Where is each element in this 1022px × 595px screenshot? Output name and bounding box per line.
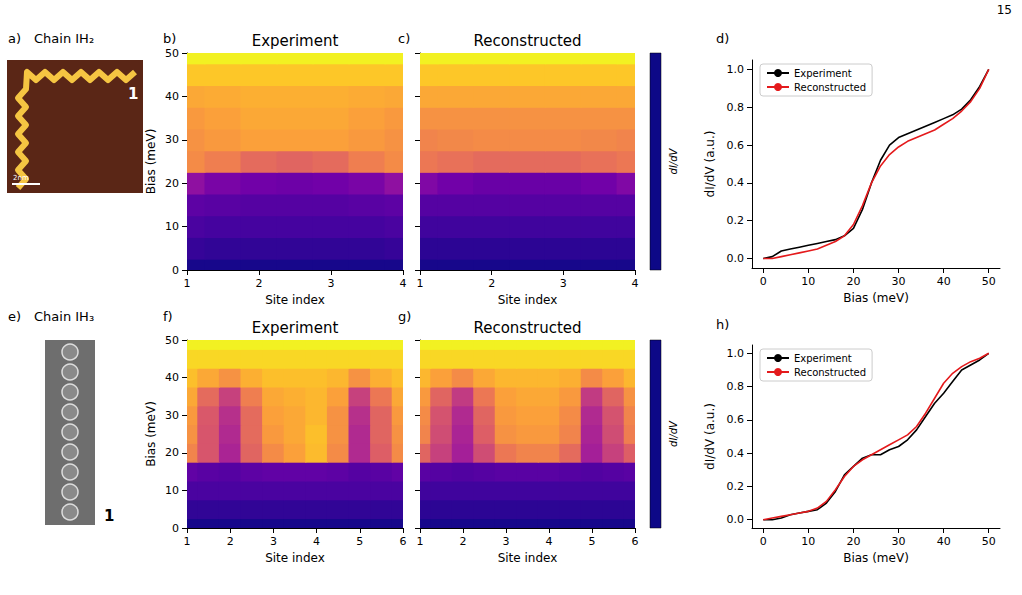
svg-text:5: 5 <box>589 535 596 548</box>
svg-text:2nm: 2nm <box>13 174 29 182</box>
svg-text:50: 50 <box>982 275 996 288</box>
svg-text:30: 30 <box>165 133 179 146</box>
svg-text:0: 0 <box>760 535 767 548</box>
svg-text:10: 10 <box>801 275 815 288</box>
svg-text:3: 3 <box>328 277 335 290</box>
svg-text:dI/dV (a.u.): dI/dV (a.u.) <box>703 131 717 198</box>
svg-text:40: 40 <box>165 371 179 384</box>
svg-text:Bias (meV): Bias (meV) <box>843 551 909 565</box>
svg-text:1.0: 1.0 <box>727 63 745 76</box>
svg-text:dI/dV: dI/dV <box>668 420 679 447</box>
svg-text:10: 10 <box>165 220 179 233</box>
svg-text:5: 5 <box>356 535 363 548</box>
svg-text:4: 4 <box>313 535 320 548</box>
svg-text:0: 0 <box>172 522 179 535</box>
svg-text:0: 0 <box>172 264 179 277</box>
svg-text:Reconstructed: Reconstructed <box>473 32 581 50</box>
svg-text:dI/dV: dI/dV <box>668 147 679 174</box>
svg-text:15: 15 <box>997 3 1012 17</box>
svg-text:Bias (meV): Bias (meV) <box>144 129 158 195</box>
svg-text:1: 1 <box>184 277 191 290</box>
svg-text:Experiment: Experiment <box>794 353 852 364</box>
svg-text:30: 30 <box>892 275 906 288</box>
svg-text:Chain IH₃: Chain IH₃ <box>34 309 94 324</box>
svg-text:0.4: 0.4 <box>727 447 745 460</box>
svg-text:0: 0 <box>760 275 767 288</box>
svg-text:4: 4 <box>632 277 639 290</box>
svg-text:50: 50 <box>165 47 179 60</box>
svg-text:40: 40 <box>165 90 179 103</box>
svg-text:1: 1 <box>417 535 424 548</box>
svg-text:Reconstructed: Reconstructed <box>794 367 866 378</box>
svg-text:20: 20 <box>846 275 860 288</box>
svg-text:0.0: 0.0 <box>727 252 745 265</box>
svg-text:1: 1 <box>184 535 191 548</box>
svg-text:Experiment: Experiment <box>794 68 852 79</box>
svg-text:Reconstructed: Reconstructed <box>473 319 581 337</box>
svg-text:Bias (meV): Bias (meV) <box>144 401 158 467</box>
svg-text:3: 3 <box>503 535 510 548</box>
svg-text:10: 10 <box>801 535 815 548</box>
svg-text:b): b) <box>163 31 176 46</box>
svg-text:d): d) <box>716 31 729 46</box>
svg-text:0.8: 0.8 <box>727 380 745 393</box>
svg-text:20: 20 <box>846 535 860 548</box>
svg-text:0.8: 0.8 <box>727 101 745 114</box>
svg-text:1: 1 <box>417 277 424 290</box>
svg-text:h): h) <box>716 317 729 332</box>
svg-text:Site index: Site index <box>498 293 558 307</box>
svg-text:3: 3 <box>560 277 567 290</box>
svg-text:e): e) <box>8 309 21 324</box>
svg-text:30: 30 <box>892 535 906 548</box>
svg-text:50: 50 <box>165 334 179 347</box>
svg-text:2: 2 <box>227 535 234 548</box>
svg-text:4: 4 <box>546 535 553 548</box>
svg-text:40: 40 <box>937 275 951 288</box>
svg-text:Site index: Site index <box>498 551 558 565</box>
svg-text:g): g) <box>398 309 411 324</box>
svg-text:50: 50 <box>982 535 996 548</box>
svg-text:0.2: 0.2 <box>727 214 745 227</box>
svg-text:Experiment: Experiment <box>252 319 339 337</box>
svg-text:c): c) <box>398 31 410 46</box>
svg-text:6: 6 <box>400 535 407 548</box>
svg-text:f): f) <box>163 309 173 324</box>
svg-text:20: 20 <box>165 177 179 190</box>
svg-text:Experiment: Experiment <box>252 32 339 50</box>
svg-text:dI/dV (a.u.): dI/dV (a.u.) <box>703 403 717 470</box>
svg-text:0.0: 0.0 <box>727 513 745 526</box>
svg-text:6: 6 <box>632 535 639 548</box>
svg-text:4: 4 <box>400 277 407 290</box>
svg-text:Site index: Site index <box>265 293 325 307</box>
svg-text:1: 1 <box>104 507 114 525</box>
svg-text:0.6: 0.6 <box>727 139 745 152</box>
svg-text:0.6: 0.6 <box>727 413 745 426</box>
svg-text:Site index: Site index <box>265 551 325 565</box>
svg-text:a): a) <box>8 31 21 46</box>
svg-text:1: 1 <box>128 85 138 103</box>
svg-text:0.2: 0.2 <box>727 480 745 493</box>
svg-text:40: 40 <box>937 535 951 548</box>
svg-text:Reconstructed: Reconstructed <box>794 82 866 93</box>
svg-text:3: 3 <box>270 535 277 548</box>
svg-text:2: 2 <box>256 277 263 290</box>
svg-text:30: 30 <box>165 409 179 422</box>
svg-text:10: 10 <box>165 484 179 497</box>
svg-text:2: 2 <box>488 277 495 290</box>
svg-text:Chain IH₂: Chain IH₂ <box>34 31 94 46</box>
svg-text:20: 20 <box>165 446 179 459</box>
svg-text:1.0: 1.0 <box>727 347 745 360</box>
svg-text:2: 2 <box>460 535 467 548</box>
svg-text:0.4: 0.4 <box>727 176 745 189</box>
svg-text:Bias (meV): Bias (meV) <box>843 291 909 305</box>
